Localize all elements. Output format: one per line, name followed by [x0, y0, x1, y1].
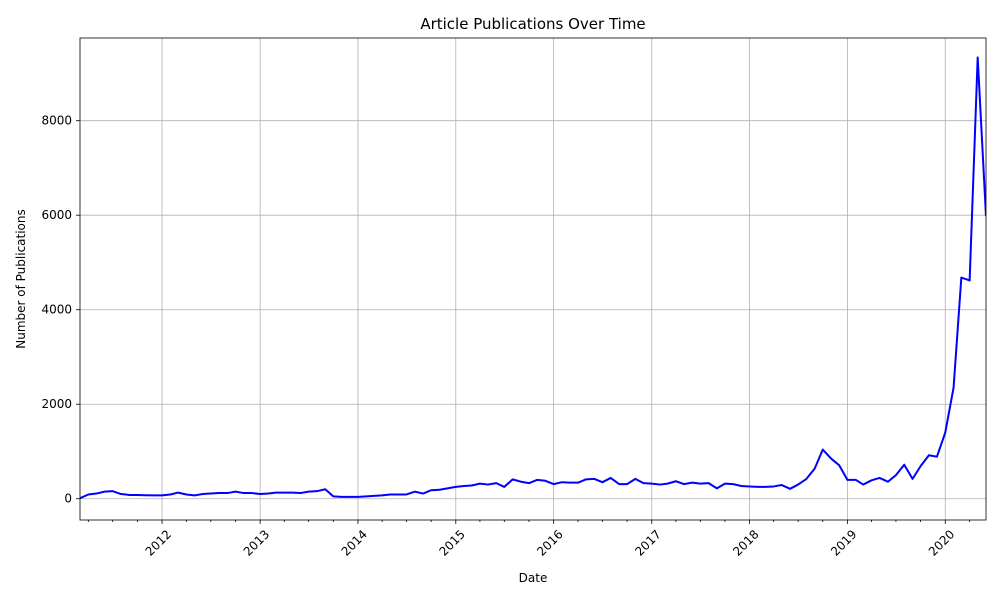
grid — [80, 38, 986, 520]
plot-frame — [79, 37, 987, 521]
series-line-0 — [80, 56, 986, 500]
y-tick-label: 6000 — [41, 208, 72, 222]
chart-title: Article Publications Over Time — [420, 15, 645, 33]
y-tick-label: 0 — [64, 492, 72, 506]
y-tick-labels: 0 2000 4000 6000 8000 — [41, 114, 72, 506]
x-axis-label: Date — [519, 571, 548, 585]
tick-marks — [76, 120, 971, 524]
y-tick-label: 2000 — [41, 397, 72, 411]
y-tick-label: 4000 — [41, 303, 72, 317]
y-tick-label: 8000 — [41, 114, 72, 128]
series-layer — [80, 56, 986, 500]
y-axis-label: Number of Publications — [14, 209, 28, 349]
